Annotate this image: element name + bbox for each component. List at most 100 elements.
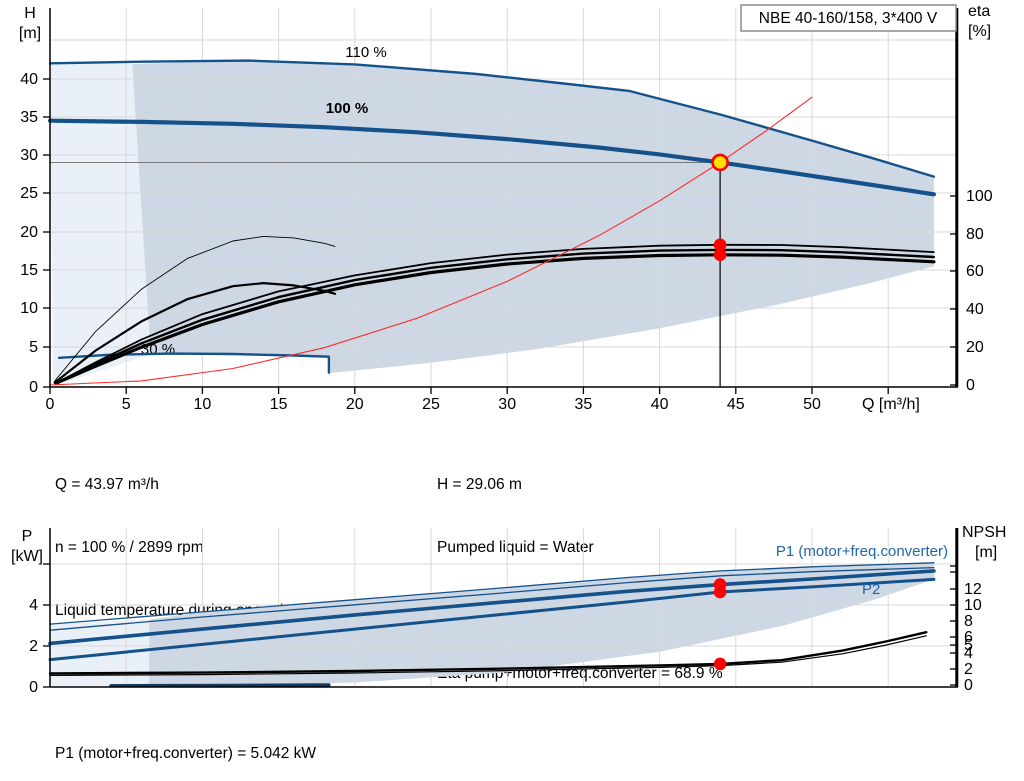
power-chart-axes	[49, 528, 959, 688]
npsh-a-curve	[48, 631, 928, 675]
npsh-axis-title: NPSH [m]	[962, 524, 1006, 561]
h-axis-title: H [m]	[19, 5, 41, 42]
svg-text:50: 50	[803, 396, 821, 413]
pump-title: NBE 40-160/158, 3*400 V	[759, 10, 938, 27]
power-info: P1 (motor+freq.converter) = 5.042 kW P2 …	[55, 701, 316, 781]
duty-point-marker[interactable]	[711, 153, 729, 172]
curve-label-110pct: 110 %	[345, 44, 386, 61]
svg-text:10: 10	[964, 597, 982, 614]
svg-text:[%]: [%]	[968, 23, 991, 40]
svg-text:25: 25	[20, 185, 38, 202]
svg-text:35: 35	[575, 396, 593, 413]
head-chart-axes	[49, 8, 959, 388]
head-chart-markers	[711, 153, 729, 262]
svg-text:2: 2	[29, 638, 38, 655]
svg-text:NPSH: NPSH	[962, 524, 1006, 541]
top-fill-medium	[132, 60, 934, 374]
head-chart-fill-bands	[50, 60, 934, 383]
curve-label-100pct: 100 %	[326, 100, 369, 117]
svg-text:20: 20	[20, 224, 38, 241]
info-line-h: H = 29.06 m	[437, 476, 522, 493]
svg-text:5: 5	[29, 339, 38, 356]
svg-text:5: 5	[964, 637, 973, 654]
system-curve-curve	[49, 96, 813, 386]
svg-text:H: H	[24, 5, 36, 22]
svg-text:0: 0	[29, 679, 38, 696]
svg-text:30: 30	[20, 147, 38, 164]
power-chart-markers	[713, 578, 727, 671]
svg-text:4: 4	[29, 597, 38, 614]
p-axis-ticks	[43, 563, 50, 688]
operating-value-dot	[713, 657, 727, 671]
info-line-p1: P1 (motor+freq.converter) = 5.042 kW	[55, 745, 317, 762]
svg-text:0: 0	[46, 396, 55, 413]
p-axis-tick-labels: 4 2 0	[29, 597, 38, 696]
svg-text:eta: eta	[968, 3, 990, 20]
q-axis-tick-labels: 0 5 10 15 20 25 30 35 40 45 50	[46, 396, 821, 413]
head-chart-curves	[47, 59, 936, 386]
curve-label-30pct: 30 %	[141, 341, 175, 358]
h-axis-tick-labels: 40 35 30 25 20 15 10 5 0	[20, 71, 38, 396]
eta-arc-thin-curve	[54, 235, 336, 382]
head-chart: 30 % 40 35 30 25 20 15 10 5 0 100 80 60 …	[19, 3, 993, 413]
svg-text:60: 60	[966, 263, 984, 280]
p1-thick-curve	[48, 569, 936, 646]
pump-title-box: NBE 40-160/158, 3*400 V	[740, 4, 957, 32]
svg-text:15: 15	[20, 262, 38, 279]
q-axis-ticks	[49, 387, 889, 394]
svg-text:0: 0	[29, 379, 38, 396]
npsh-axis-tick-labels: 12 10 8 6 5 4 2 0	[964, 581, 982, 694]
svg-text:0: 0	[964, 677, 973, 694]
info-line-speed: n = 100 % / 2899 rpm	[55, 539, 204, 556]
svg-text:[m]: [m]	[975, 544, 997, 561]
eta-mid-curve	[54, 248, 936, 385]
svg-text:4: 4	[964, 645, 973, 662]
svg-text:10: 10	[20, 300, 38, 317]
power-chart-curves	[48, 562, 936, 688]
p1-thin-a-curve	[49, 562, 935, 625]
svg-text:30: 30	[498, 396, 516, 413]
h-axis-ticks	[43, 78, 50, 388]
svg-text:[kW]: [kW]	[11, 548, 43, 565]
svg-text:6: 6	[964, 629, 973, 646]
svg-text:5: 5	[122, 396, 131, 413]
svg-text:45: 45	[727, 396, 745, 413]
top-fill-light	[50, 62, 151, 383]
npsh-b-curve	[49, 635, 927, 676]
svg-text:40: 40	[20, 71, 38, 88]
svg-text:20: 20	[346, 396, 364, 413]
svg-text:20: 20	[966, 339, 984, 356]
svg-text:25: 25	[422, 396, 440, 413]
duty-guide-lines	[50, 161, 721, 387]
eta-pump-curve	[55, 243, 935, 384]
eta-axis-tick-labels: 100 80 60 40 20 0	[966, 188, 993, 394]
eta-arc-thick-curve	[53, 282, 337, 384]
svg-text:35: 35	[20, 109, 38, 126]
power-npsh-chart: 4 2 0 12 10 8 6 5 4 2 0 P [kW] NPSH [m] …	[11, 524, 1006, 696]
svg-text:[m]: [m]	[19, 25, 41, 42]
svg-text:40: 40	[966, 301, 984, 318]
eta-total-curve	[54, 253, 936, 385]
operating-value-dot	[713, 238, 727, 252]
operating-value-dot	[713, 585, 727, 599]
power-chart-gridlines	[50, 528, 957, 687]
p-axis-title: P [kW]	[11, 528, 43, 565]
svg-text:8: 8	[964, 613, 973, 630]
svg-text:100: 100	[966, 188, 993, 205]
p2-thick-curve	[48, 577, 936, 662]
svg-text:40: 40	[651, 396, 669, 413]
p-min-curve	[109, 683, 331, 688]
p2-curve-label: P2	[862, 581, 880, 598]
eta-axis-ticks	[950, 195, 957, 386]
bot-fill-medium	[149, 562, 934, 687]
svg-text:80: 80	[966, 226, 984, 243]
eta-axis-title: eta [%]	[968, 3, 991, 40]
head-100-curve	[47, 118, 936, 197]
svg-text:10: 10	[194, 396, 212, 413]
head-110-curve	[48, 59, 936, 178]
svg-text:0: 0	[966, 377, 975, 394]
info-line-q: Q = 43.97 m³/h	[55, 476, 159, 493]
svg-text:2: 2	[964, 661, 973, 678]
npsh-axis-ticks	[950, 565, 957, 686]
